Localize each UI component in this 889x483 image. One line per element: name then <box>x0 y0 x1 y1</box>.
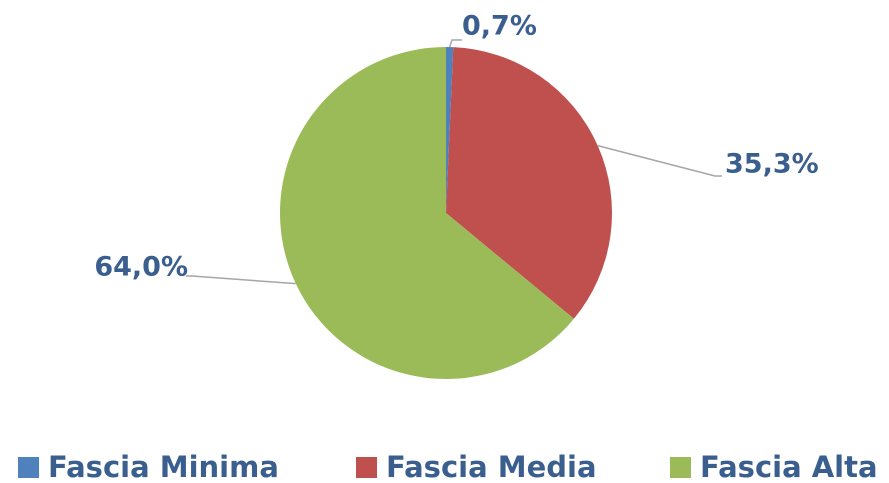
leader-line <box>597 144 722 177</box>
pie-slice <box>446 47 612 319</box>
legend-swatch <box>18 457 39 478</box>
data-label: 0,7% <box>462 11 537 42</box>
legend-swatch <box>356 457 377 478</box>
pie-slice <box>446 47 454 213</box>
legend-label: Fascia Minima <box>48 450 279 483</box>
leader-line <box>448 39 462 48</box>
data-label: 64,0% <box>94 252 188 283</box>
legend-swatch <box>670 457 691 478</box>
pie-slice <box>279 47 574 379</box>
leader-line <box>186 275 296 285</box>
legend-label: Fascia Alta <box>700 450 878 483</box>
legend-label: Fascia Media <box>386 450 597 483</box>
data-label: 35,3% <box>725 149 819 180</box>
